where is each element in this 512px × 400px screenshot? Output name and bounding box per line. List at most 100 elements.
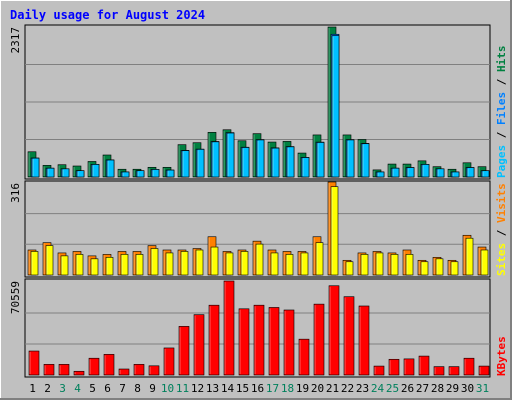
bar-sites [120,254,129,276]
x-tick-label: 24 [371,382,385,395]
bar-sites [420,261,429,276]
x-tick-label: 3 [59,382,66,395]
bar-kbytes [28,350,40,376]
x-tick-label: 31 [476,382,489,395]
bar-sites [360,254,369,276]
bar-kbytes [298,338,310,376]
legend-item-files: Files [495,92,508,125]
x-tick-label: 12 [191,382,204,395]
x-tick-label: 14 [221,382,235,395]
y-axis-max-label: 2317 [9,27,22,54]
bar-sites [285,254,294,276]
bar-sites [30,251,39,276]
bar-kbytes [268,307,280,376]
bar-kbytes [373,365,385,376]
panel-visits: 316 Sites / Visits [9,180,508,278]
bar-pages [256,139,265,178]
bar-sites [465,237,474,276]
bar-pages [481,170,490,178]
x-tick-label: 4 [74,382,81,395]
bar-sites [180,251,189,276]
bar-sites [405,254,414,276]
x-tick-label: 18 [281,382,294,395]
bar-kbytes [238,308,250,376]
x-tick-label: 7 [119,382,126,395]
bar-sites [315,242,324,276]
x-tick-label: 20 [311,382,324,395]
bar-pages [406,167,415,178]
bar-pages [286,146,295,178]
x-tick-label: 25 [386,382,399,395]
x-tick-label: 27 [416,382,429,395]
bar-pages [376,171,385,178]
x-tick-label: 13 [206,382,219,395]
bar-kbytes [388,358,400,376]
bar-sites [225,252,234,276]
bar-sites [330,186,339,276]
bar-pages [46,167,55,178]
x-tick-label: 9 [149,382,156,395]
bar-sites [150,248,159,276]
bar-pages [451,171,460,178]
bar-pages [166,169,175,178]
bar-pages [361,143,370,178]
x-tick-label: 17 [266,382,279,395]
chart-panels: 2317 Pages / Files / Hits 316 Sites / Visit… [9,24,508,378]
legend-hits: Pages / Files / Hits [495,46,508,179]
bar-sites [195,249,204,276]
bar-kbytes [283,309,295,376]
bar-sites [390,254,399,276]
bar-kbytes [103,354,115,376]
x-tick-label: 15 [236,382,249,395]
bar-kbytes [43,364,55,376]
legend-kbytes: KBytes [495,336,508,376]
bar-pages [316,142,325,178]
bar-kbytes [343,296,355,376]
bar-sites [135,254,144,276]
legend-item-visits: Visits [495,183,508,223]
bar-sites [480,249,489,276]
bar-pages [466,167,475,178]
bar-pages [271,147,280,178]
bar-pages [226,132,235,178]
legend-item-kbytes: KBytes [495,336,508,376]
bar-sites [60,255,69,276]
bar-sites [345,261,354,276]
bar-sites [375,252,384,276]
bar-pages [346,139,355,178]
bar-sites [240,251,249,276]
bar-pages [31,157,40,178]
x-tick-label: 23 [356,382,369,395]
x-tick-label: 19 [296,382,309,395]
x-axis-labels: 1 2 3 4 5 6 7 8 9 10 11 12 13 14 15 16 17 18 19 20 21 22 23 24 2… [29,382,489,395]
x-tick-label: 8 [134,382,141,395]
bar-kbytes [73,370,85,376]
frame-shadow-right [510,0,512,400]
bar-kbytes [478,365,490,376]
bar-sites [210,246,219,276]
bar-pages [241,147,250,178]
bar-kbytes [58,364,70,376]
bar-pages [61,168,70,178]
bar-sites [270,252,279,276]
y-axis-max-label: 316 [9,183,22,203]
bar-kbytes [118,368,130,376]
bar-kbytes [208,304,220,376]
bar-kbytes [463,357,475,376]
bar-kbytes [88,357,100,376]
x-tick-label: 28 [431,382,444,395]
bar-pages [91,164,100,178]
bar-sites [255,243,264,276]
x-tick-label: 2 [44,382,51,395]
legend-separator: / [495,125,508,145]
bar-pages [421,164,430,178]
legend-item-sites: Sites [495,243,508,276]
bar-kbytes [133,364,145,376]
x-tick-label: 5 [89,382,96,395]
bar-kbytes [403,358,415,376]
bar-pages [76,170,85,178]
x-tick-label: 30 [461,382,474,395]
bar-pages [196,149,205,178]
bar-kbytes [178,326,190,376]
bar-kbytes [193,314,205,376]
